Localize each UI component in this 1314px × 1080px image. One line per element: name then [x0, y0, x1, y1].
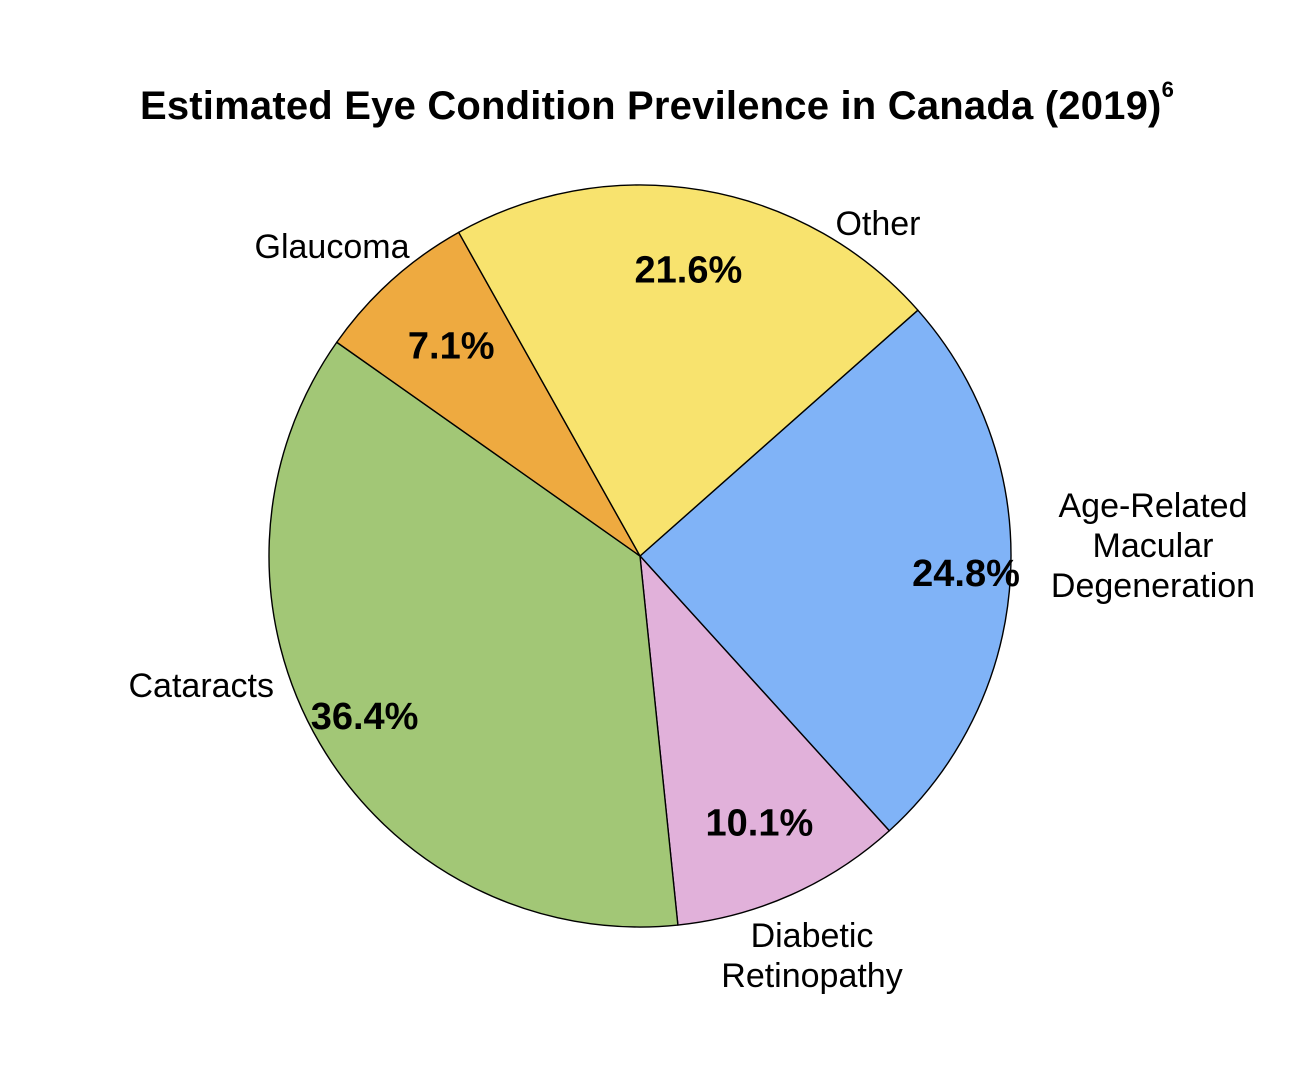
pie-value-label-diabetic-retinopathy: 10.1% [706, 803, 814, 845]
pie-value-label-glaucoma: 7.1% [408, 326, 495, 368]
pie-value-label-age-related-macular-degeneration: 24.8% [912, 553, 1020, 595]
pie-value-labels: 24.8% 10.1% 36.4% 7.1% 21.6% [311, 250, 1020, 845]
pie-slice-age-related-macular-degeneration [639, 309, 1012, 832]
pie-category-label-line: Other [835, 205, 920, 243]
pie-slice-cataracts [268, 341, 679, 928]
pie-category-label-other: Other [835, 205, 920, 243]
pie-value-label-cataracts: 36.4% [311, 696, 419, 738]
pie-slice-other [457, 184, 919, 557]
pie-category-label-line: Cataracts [129, 667, 275, 705]
pie-category-label-diabetic-retinopathy: Diabetic Retinopathy [721, 917, 902, 995]
pie-category-label-line: Degeneration [1051, 567, 1255, 605]
chart-title-text: Estimated Eye Condition Previlence in Ca… [139, 84, 1162, 128]
chart-title-superscript: 6 [1161, 77, 1175, 102]
pie-slices [268, 184, 1012, 928]
pie-category-label-line: Glaucoma [255, 228, 410, 266]
pie-category-label-line: Diabetic [751, 917, 874, 955]
pie-category-label-age-related-macular-degeneration: Age-Related Macular Degeneration [1051, 487, 1255, 605]
pie-slice-glaucoma [336, 231, 641, 557]
chart-title: Estimated Eye Condition Previlence in Ca… [0, 79, 1314, 129]
pie-category-label-line: Age-Related [1058, 487, 1247, 525]
pie-category-label-line: Retinopathy [721, 957, 902, 995]
pie-category-label-line: Macular [1093, 527, 1214, 565]
pie-category-label-cataracts: Cataracts [129, 667, 275, 705]
pie-slice-diabetic-retinopathy [639, 555, 890, 926]
pie-category-labels: Age-Related Macular Degeneration Diabetic Re… [129, 205, 1256, 995]
pie-value-label-other: 21.6% [635, 250, 743, 292]
pie-category-label-glaucoma: Glaucoma [255, 228, 410, 266]
